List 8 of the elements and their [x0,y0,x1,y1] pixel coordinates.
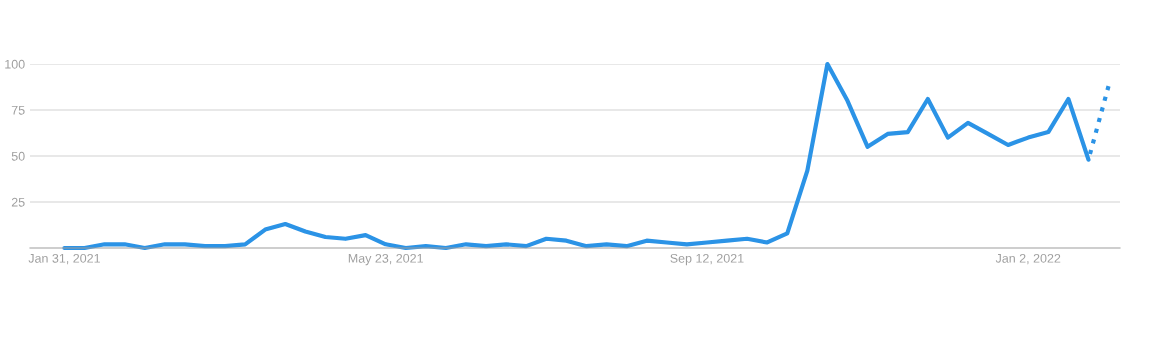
y-tick-label: 75 [11,105,25,115]
y-tick-label: 50 [11,151,25,161]
x-tick-label: Jan 2, 2022 [995,253,1061,265]
x-tick-label: May 23, 2021 [348,253,423,266]
y-tick-label: 25 [11,197,25,207]
x-tick-label: Jan 31, 2021 [28,253,100,265]
y-tick-label: 100 [5,59,25,69]
x-tick-label: Sep 12, 2021 [670,253,744,266]
